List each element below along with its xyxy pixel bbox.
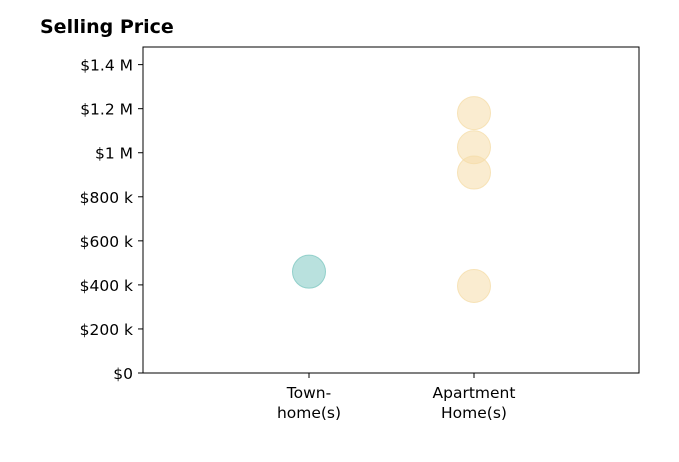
y-tick-label: $1 M <box>95 145 133 163</box>
plot-frame <box>142 46 640 374</box>
x-tick-label: Town-home(s) <box>277 384 341 422</box>
y-tick-label: $800 k <box>80 189 133 207</box>
y-tick-label: $1.4 M <box>80 57 133 75</box>
y-axis: $0 $200 k $400 k $600 k $800 k $1 M $1.2 M $1.4… <box>80 57 143 383</box>
data-point <box>457 155 491 190</box>
data-point <box>292 254 326 289</box>
y-tick-label: $0 <box>113 365 133 383</box>
data-point <box>457 96 491 131</box>
y-tick-label: $600 k <box>80 233 133 251</box>
data-points <box>292 96 491 303</box>
x-axis: Town-home(s) Apartment Home(s) <box>277 373 516 422</box>
x-tick-label: Apartment Home(s) <box>433 384 516 422</box>
data-point <box>457 268 491 303</box>
y-tick-label: $200 k <box>80 321 133 339</box>
chart-title: Selling Price <box>40 16 174 38</box>
y-tick-label: $400 k <box>80 277 133 295</box>
y-tick-label: $1.2 M <box>80 101 133 119</box>
